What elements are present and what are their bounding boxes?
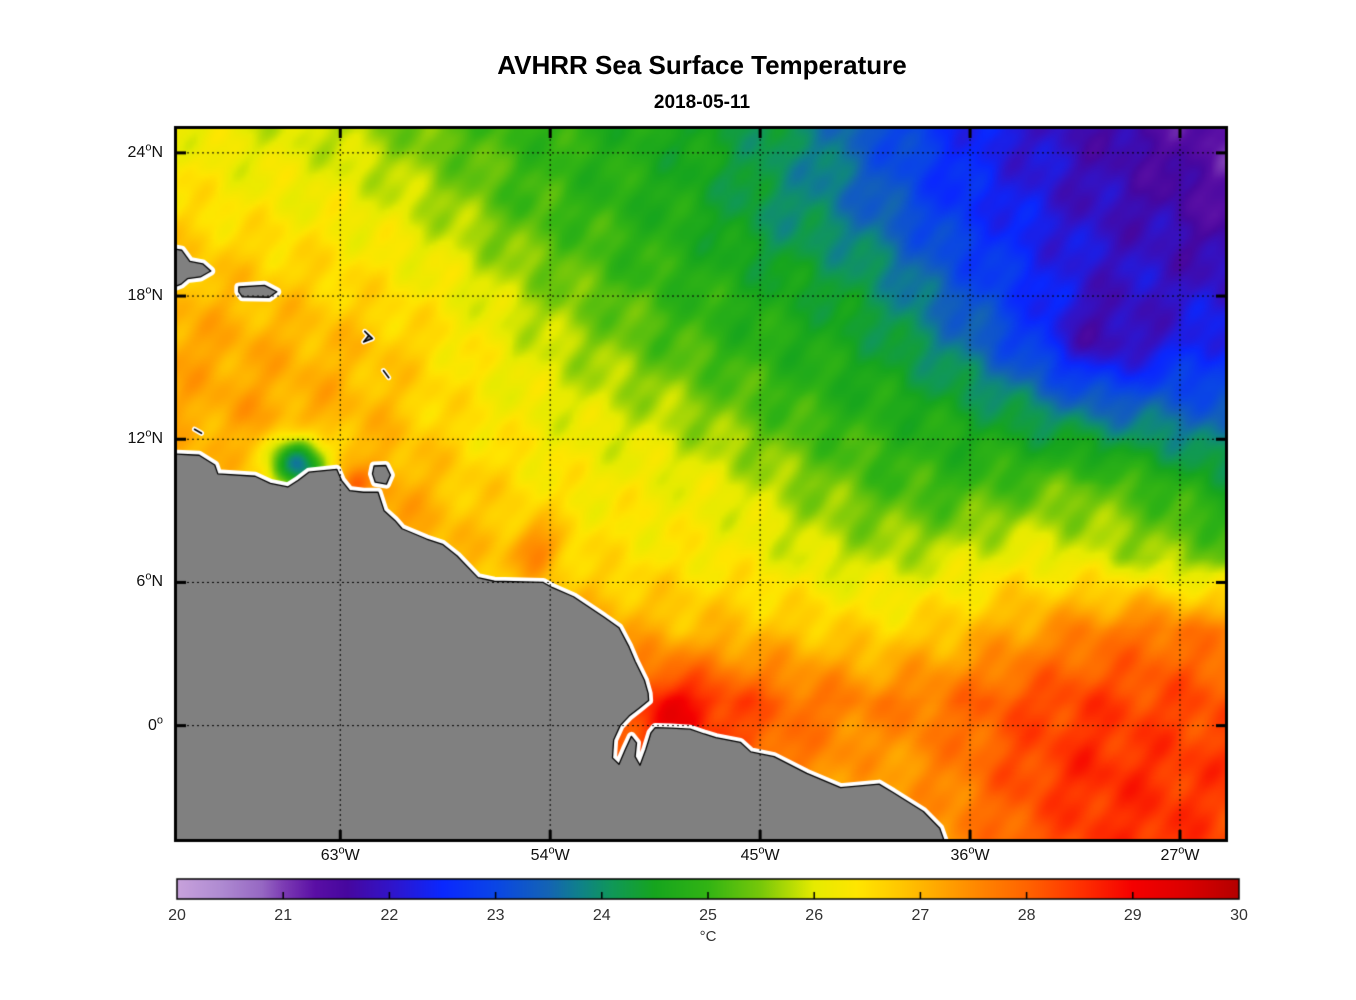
figure-subtitle: 2018-05-11 bbox=[653, 92, 751, 113]
colorbar-tick-label-29: 29 bbox=[1123, 907, 1142, 924]
colorbar-tick-label-26: 26 bbox=[805, 907, 824, 924]
y-tick-label-24N: 24oN bbox=[127, 141, 163, 161]
colorbar-tick-label-22: 22 bbox=[380, 907, 399, 924]
y-tick-label-0: 0o bbox=[147, 714, 163, 734]
x-tick-label-54W: 54oW bbox=[530, 844, 570, 864]
colorbar-tick-label-20: 20 bbox=[168, 907, 186, 924]
x-tick-label-36W: 36oW bbox=[950, 844, 990, 864]
x-tick-label-63W: 63oW bbox=[320, 844, 360, 864]
y-tick-label-18N: 18oN bbox=[127, 284, 163, 305]
y-tick-label-12N: 12oN bbox=[127, 427, 163, 448]
x-tick-label-27W: 27oW bbox=[1160, 844, 1200, 864]
colorbar-tick-label-28: 28 bbox=[1017, 907, 1036, 924]
colorbar-tick-label-27: 27 bbox=[911, 907, 930, 924]
figure-title: AVHRR Sea Surface Temperature bbox=[497, 50, 907, 80]
colorbar-tick-label-25: 25 bbox=[699, 907, 717, 924]
colorbar-tick-label-30: 30 bbox=[1230, 907, 1248, 924]
x-tick-label-45W: 45oW bbox=[740, 844, 780, 864]
colorbar-tick-label-21: 21 bbox=[274, 907, 293, 924]
colorbar-tick-label-23: 23 bbox=[486, 907, 505, 924]
colorbar-tick-label-24: 24 bbox=[592, 907, 611, 924]
y-tick-label-6N: 6oN bbox=[136, 571, 163, 591]
colorbar-unit-label: °C bbox=[699, 928, 717, 945]
